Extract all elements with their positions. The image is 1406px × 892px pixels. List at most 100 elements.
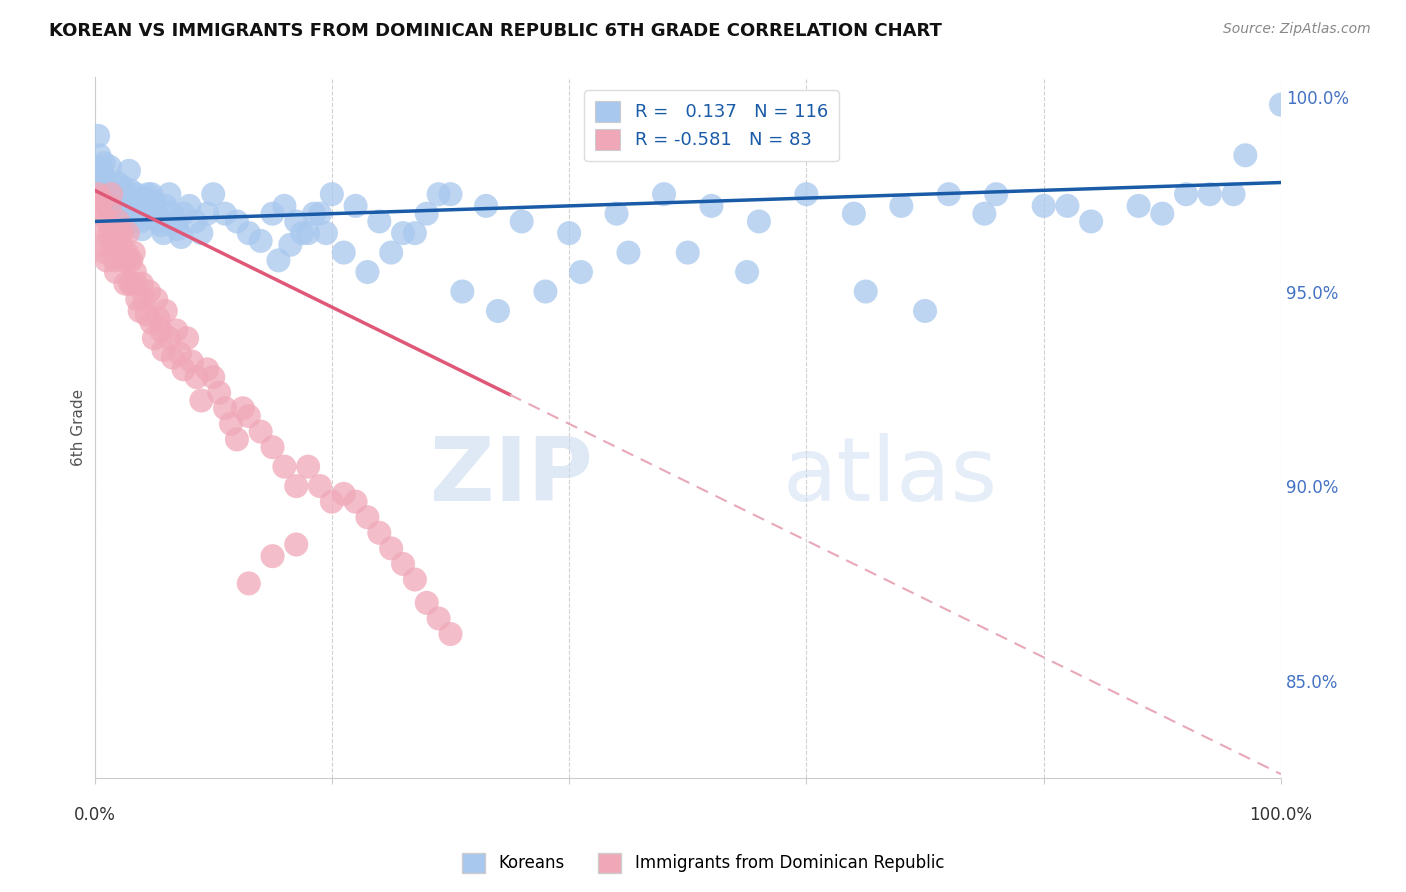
Point: [136, 187, 159, 202]
Point: [190, 393, 212, 408]
Point: [105, 176, 128, 190]
Point: [1175, 187, 1198, 202]
Point: [291, 226, 314, 240]
Point: [165, 214, 187, 228]
Point: [748, 214, 770, 228]
Point: [134, 191, 156, 205]
Point: [108, 199, 131, 213]
Text: 100.0%: 100.0%: [1250, 806, 1312, 824]
Point: [285, 479, 308, 493]
Point: [973, 207, 995, 221]
Point: [202, 187, 225, 202]
Point: [152, 343, 174, 357]
Point: [91, 226, 114, 240]
Point: [112, 202, 135, 217]
Point: [107, 214, 129, 228]
Point: [1222, 187, 1244, 202]
Point: [104, 253, 127, 268]
Point: [166, 222, 188, 236]
Y-axis label: 6th Grade: 6th Grade: [72, 389, 86, 467]
Point: [115, 245, 138, 260]
Point: [150, 219, 173, 233]
Point: [110, 237, 132, 252]
Point: [186, 370, 208, 384]
Point: [475, 199, 498, 213]
Point: [157, 187, 180, 202]
Point: [114, 277, 136, 291]
Point: [122, 199, 145, 213]
Point: [117, 226, 139, 240]
Point: [427, 187, 450, 202]
Point: [91, 168, 114, 182]
Point: [169, 347, 191, 361]
Point: [380, 245, 402, 260]
Point: [155, 304, 177, 318]
Point: [392, 226, 415, 240]
Point: [139, 211, 162, 225]
Point: [141, 187, 163, 202]
Point: [1198, 187, 1220, 202]
Point: [427, 611, 450, 625]
Point: [214, 207, 236, 221]
Legend: R =   0.137   N = 116, R = -0.581   N = 83: R = 0.137 N = 116, R = -0.581 N = 83: [583, 90, 839, 161]
Point: [157, 331, 180, 345]
Point: [120, 183, 142, 197]
Text: atlas: atlas: [783, 434, 998, 520]
Point: [226, 214, 249, 228]
Point: [120, 253, 142, 268]
Point: [938, 187, 960, 202]
Point: [98, 199, 121, 213]
Point: [145, 293, 167, 307]
Point: [510, 214, 533, 228]
Point: [107, 187, 129, 202]
Text: ZIP: ZIP: [430, 434, 593, 520]
Point: [404, 226, 426, 240]
Point: [142, 194, 165, 209]
Point: [89, 199, 111, 213]
Point: [105, 226, 128, 240]
Point: [1234, 148, 1257, 162]
Point: [439, 187, 461, 202]
Point: [150, 323, 173, 337]
Point: [87, 187, 110, 202]
Point: [439, 627, 461, 641]
Point: [451, 285, 474, 299]
Point: [94, 245, 117, 260]
Point: [135, 202, 157, 217]
Point: [125, 187, 148, 202]
Point: [128, 207, 150, 221]
Point: [90, 207, 112, 221]
Point: [93, 156, 115, 170]
Point: [97, 176, 120, 190]
Point: [1152, 207, 1174, 221]
Text: 0.0%: 0.0%: [73, 806, 115, 824]
Point: [392, 557, 415, 571]
Point: [104, 265, 127, 279]
Point: [111, 179, 134, 194]
Point: [120, 207, 142, 221]
Point: [131, 277, 153, 291]
Point: [1128, 199, 1150, 213]
Point: [195, 207, 218, 221]
Point: [184, 214, 207, 228]
Point: [104, 191, 127, 205]
Point: [155, 199, 177, 213]
Point: [1080, 214, 1102, 228]
Point: [122, 245, 145, 260]
Point: [100, 183, 122, 197]
Point: [262, 549, 284, 563]
Point: [135, 211, 157, 225]
Point: [267, 253, 290, 268]
Point: [111, 226, 134, 240]
Point: [118, 164, 141, 178]
Legend: Koreans, Immigrants from Dominican Republic: Koreans, Immigrants from Dominican Repub…: [456, 847, 950, 880]
Point: [124, 265, 146, 279]
Point: [202, 370, 225, 384]
Point: [190, 226, 212, 240]
Point: [97, 226, 120, 240]
Point: [103, 237, 125, 252]
Point: [321, 187, 343, 202]
Point: [89, 160, 111, 174]
Point: [1032, 199, 1054, 213]
Point: [315, 226, 337, 240]
